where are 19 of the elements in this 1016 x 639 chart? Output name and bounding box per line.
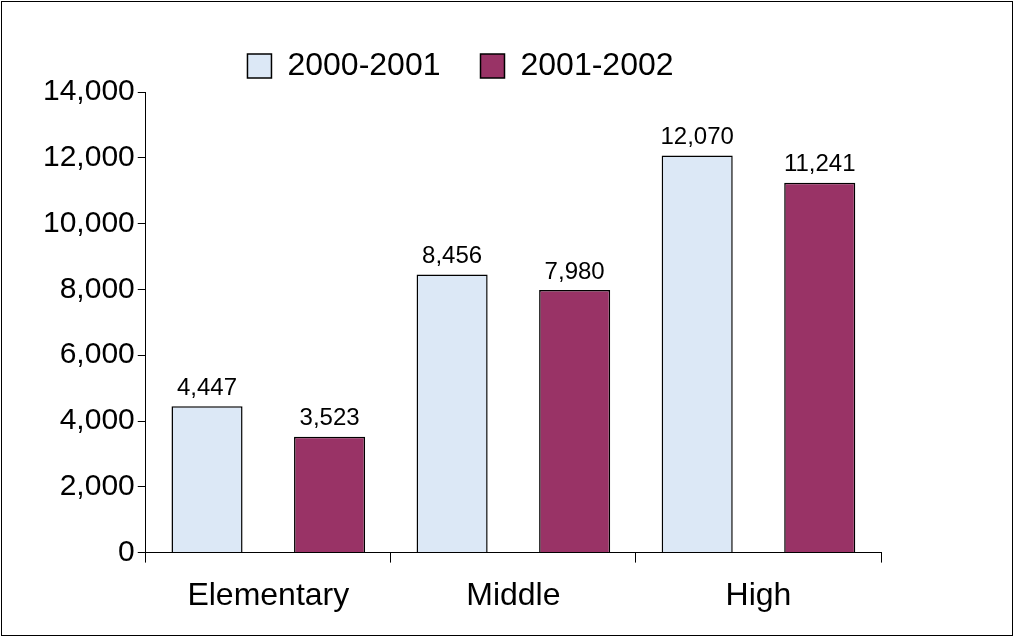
x-tick-label: Middle [466,575,561,612]
x-tick-label: Elementary [187,575,350,612]
data-label: 4,447 [177,372,238,400]
y-tick-label: 2,000 [59,468,135,502]
y-tick-label: 10,000 [42,204,135,238]
data-label: 12,070 [660,122,734,150]
y-tick-label: 6,000 [59,336,135,370]
legend-label: 2001-2002 [520,45,674,82]
data-label: 3,523 [299,403,360,431]
data-label: 8,456 [422,241,483,269]
data-label: 7,980 [544,256,605,284]
y-tick-label: 14,000 [42,73,135,107]
x-tick-label: High [725,575,792,612]
y-tick-label: 12,000 [42,139,135,173]
legend-label: 2000-2001 [287,45,441,82]
data-label: 11,241 [783,149,856,177]
y-tick-label: 0 [118,533,135,567]
y-tick-label: 4,000 [59,402,135,436]
y-tick-label: 8,000 [59,270,135,304]
